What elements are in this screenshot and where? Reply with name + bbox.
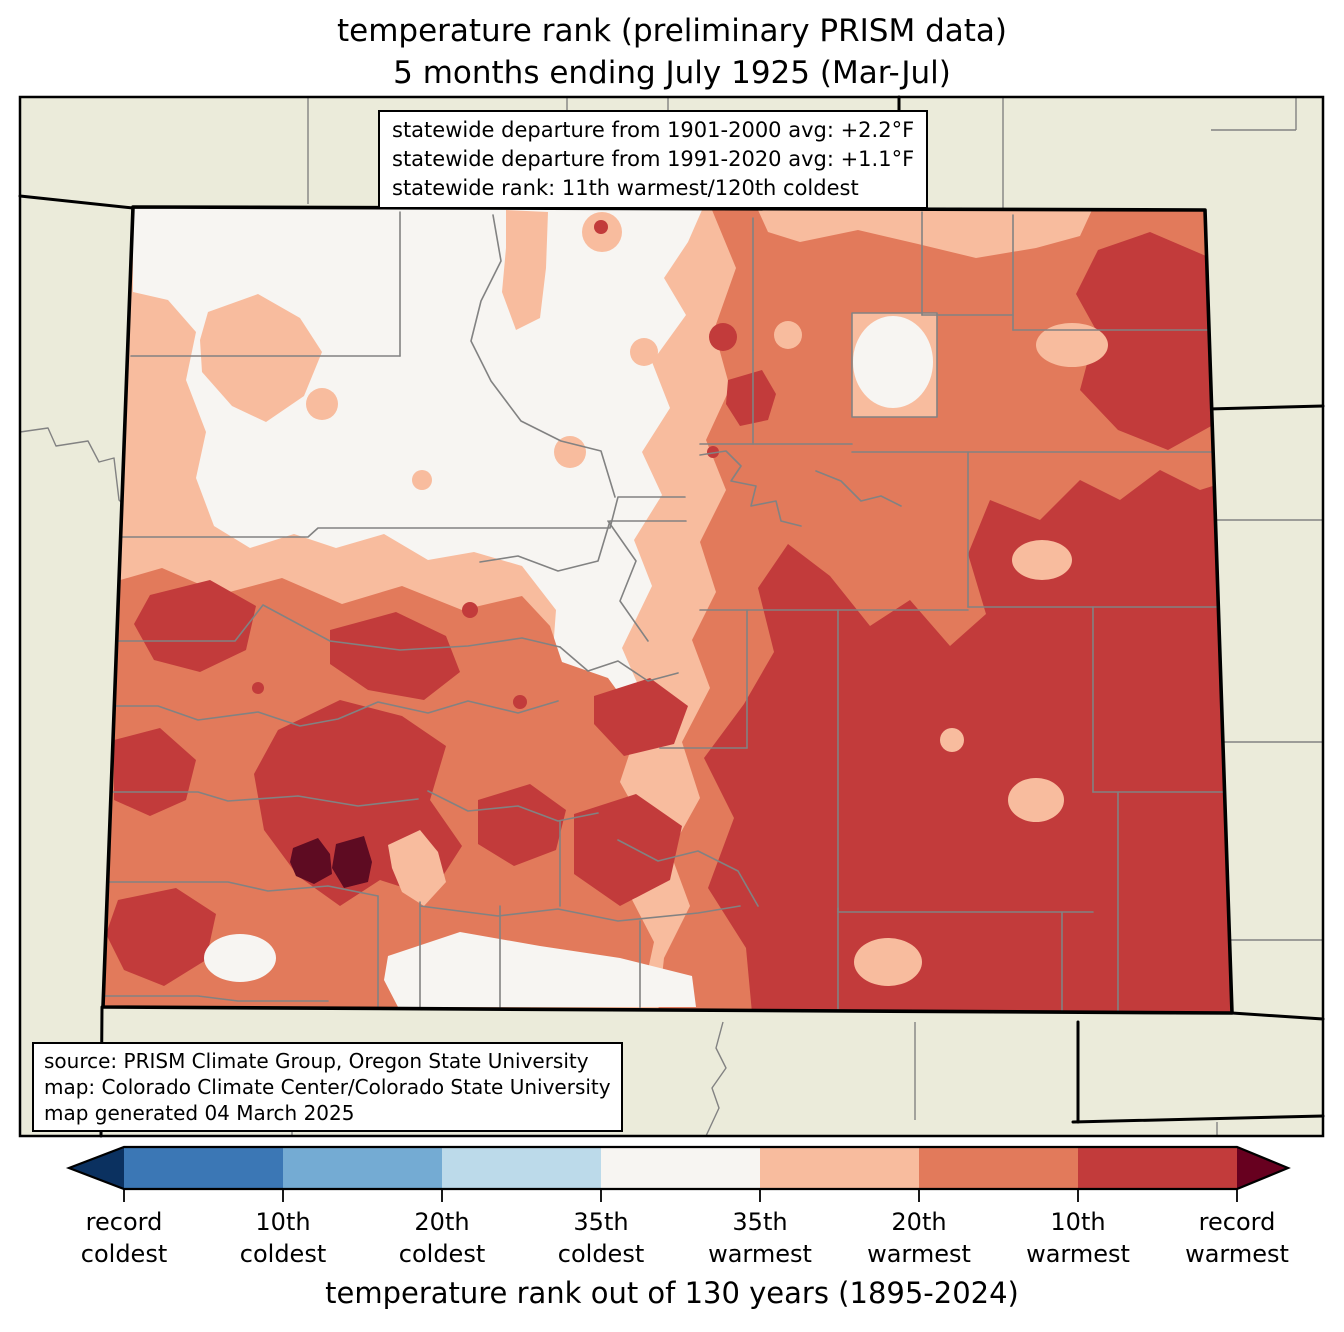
colorbar-ticks bbox=[123, 1189, 1238, 1202]
figure-title-line1: temperature rank (preliminary PRISM data… bbox=[336, 13, 1007, 49]
credits-box: source: PRISM Climate Group, Oregon Stat… bbox=[32, 1042, 623, 1132]
colorbar-arrow-record-coldest bbox=[69, 1147, 124, 1189]
colorbar-label-20th-warmest: 20th warmest bbox=[867, 1208, 971, 1268]
credit-source: source: PRISM Climate Group, Oregon Stat… bbox=[44, 1049, 589, 1073]
colorbar-seg-near-normal bbox=[601, 1147, 760, 1189]
contour-35th-warmest-patches bbox=[200, 210, 658, 490]
axes-frame bbox=[18, 95, 1325, 1138]
colorbar-label-35th-warmest: 35th warmest bbox=[708, 1208, 812, 1268]
colorbar-axis-label: temperature rank out of 130 years (1895-… bbox=[325, 1276, 1019, 1310]
colorbar-label-10th-warmest: 10th warmest bbox=[1026, 1208, 1130, 1268]
colorbar-label-20th-coldest: 20th coldest bbox=[398, 1208, 486, 1268]
colorbar-seg-35th-warmest bbox=[760, 1147, 919, 1189]
credit-map: map: Colorado Climate Center/Colorado St… bbox=[44, 1075, 611, 1099]
stats-statewide-rank: statewide rank: 11th warmest/120th colde… bbox=[392, 176, 859, 200]
colorbar-seg-20th-warmest bbox=[919, 1147, 1078, 1189]
colorbar-label-35th-coldest: 35th coldest bbox=[557, 1208, 645, 1268]
contour-pockets bbox=[204, 210, 1108, 1007]
colorbar-arrow-record-warmest bbox=[1237, 1147, 1288, 1189]
colorbar-seg-10th-warmest bbox=[1078, 1147, 1237, 1189]
credit-generated-date: map generated 04 March 2025 bbox=[44, 1101, 355, 1125]
statewide-stats-box: statewide departure from 1901-2000 avg: … bbox=[378, 110, 929, 209]
contour-record-warmest bbox=[290, 836, 372, 888]
stats-departure-1901-2000: statewide departure from 1901-2000 avg: … bbox=[392, 118, 915, 142]
colorbar-label-record-warmest: record warmest bbox=[1185, 1208, 1289, 1268]
colorbar-seg-10th-coldest bbox=[124, 1147, 283, 1189]
colorado-county-lines bbox=[103, 211, 1232, 1013]
colorbar-seg-20th-coldest bbox=[283, 1147, 442, 1189]
stats-departure-1991-2020: statewide departure from 1991-2020 avg: … bbox=[392, 147, 915, 171]
colorbar-label-record-coldest: record coldest bbox=[80, 1208, 168, 1268]
figure-title: temperature rank (preliminary PRISM data… bbox=[0, 10, 1344, 94]
colorbar bbox=[65, 1145, 1291, 1202]
colorado-state-border bbox=[101, 205, 1234, 1015]
colorbar-seg-35th-coldest bbox=[442, 1147, 601, 1189]
figure-title-line2: 5 months ending July 1925 (Mar-Jul) bbox=[393, 55, 951, 91]
colorado-contours bbox=[103, 207, 1232, 1013]
colorbar-label-10th-coldest: 10th coldest bbox=[239, 1208, 327, 1268]
